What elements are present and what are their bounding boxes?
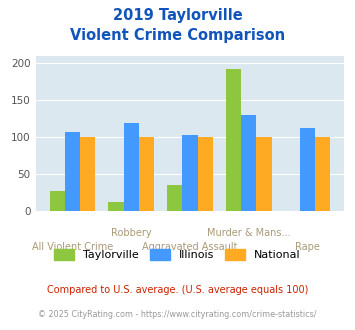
Bar xyxy=(65,132,80,211)
Bar xyxy=(182,135,198,211)
Bar xyxy=(198,137,213,211)
Text: © 2025 CityRating.com - https://www.cityrating.com/crime-statistics/: © 2025 CityRating.com - https://www.city… xyxy=(38,310,317,319)
Bar xyxy=(124,122,139,211)
Text: Compared to U.S. average. (U.S. average equals 100): Compared to U.S. average. (U.S. average … xyxy=(47,285,308,295)
Text: Aggravated Assault: Aggravated Assault xyxy=(142,242,238,252)
Bar xyxy=(300,128,315,211)
Text: Violent Crime Comparison: Violent Crime Comparison xyxy=(70,28,285,43)
Text: Rape: Rape xyxy=(295,242,320,252)
Text: 2019 Taylorville: 2019 Taylorville xyxy=(113,8,242,23)
Text: Murder & Mans...: Murder & Mans... xyxy=(207,228,290,238)
Text: All Violent Crime: All Violent Crime xyxy=(32,242,113,252)
Bar xyxy=(80,137,95,211)
Legend: Taylorville, Illinois, National: Taylorville, Illinois, National xyxy=(50,245,305,265)
Bar xyxy=(241,115,256,211)
Bar xyxy=(226,69,241,211)
Bar xyxy=(167,184,182,211)
Bar xyxy=(256,137,272,211)
Bar xyxy=(315,137,330,211)
Bar xyxy=(108,202,124,211)
Text: Robbery: Robbery xyxy=(111,228,152,238)
Bar xyxy=(50,190,65,211)
Bar xyxy=(139,137,154,211)
